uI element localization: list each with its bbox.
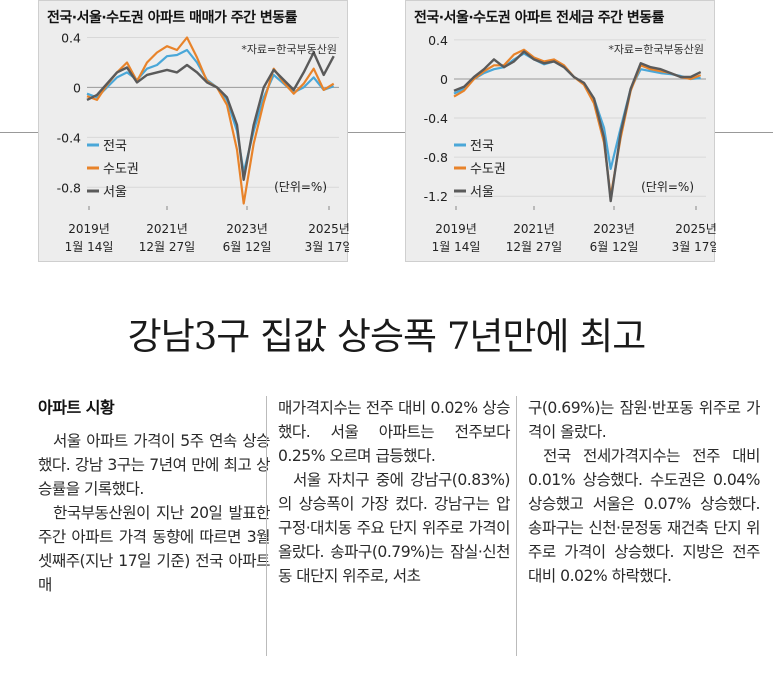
series-line-2 <box>453 50 702 203</box>
series-line-2 <box>86 51 335 182</box>
y-tick-label: -0.4 <box>424 111 448 126</box>
column-divider <box>266 396 267 656</box>
x-tick-date: 1월 14일 <box>432 240 481 254</box>
source-note: *자료=한국부동산원 <box>608 43 704 56</box>
legend-label: 수도권 <box>103 162 139 177</box>
unit-label: (단위=%) <box>274 180 327 194</box>
x-tick-year: 2021년 <box>513 222 555 236</box>
x-tick-date: 12월 27일 <box>506 240 562 254</box>
legend-label: 전국 <box>103 139 127 154</box>
chart-title: 전국·서울·수도권 아파트 전세금 주간 변동률 <box>414 10 664 26</box>
x-tick-date: 6월 12일 <box>223 240 272 254</box>
legend-label: 전국 <box>470 139 494 154</box>
legend-label: 서울 <box>470 185 494 200</box>
y-tick-label: 0 <box>440 72 448 87</box>
article-column-2: 매가격지수는 전주 대비 0.02% 상승했다. 서울 아파트는 전주보다 0.… <box>278 396 511 588</box>
x-tick-year: 2025년 <box>675 222 716 236</box>
y-tick-label: 0.4 <box>428 33 448 48</box>
article-column-3: 구(0.69%)는 잠원·반포동 위주로 가격이 올랐다. 전국 전세가격지수는 … <box>528 396 761 588</box>
paragraph: 한국부동산원이 지난 20일 발표한 주간 아파트 가격 동향에 따르면 3월 … <box>38 504 271 594</box>
x-tick-date: 6월 12일 <box>590 240 639 254</box>
x-tick-date: 3월 17일 <box>305 240 349 254</box>
x-tick-date: 1월 14일 <box>65 240 114 254</box>
article-frame <box>0 132 773 688</box>
paragraph: 매가격지수는 전주 대비 0.02% 상승했다. 서울 아파트는 전주보다 0.… <box>278 399 511 465</box>
sale-price-chart: 전국·서울·수도권 아파트 매매가 주간 변동률 0.4 0 -0.4 -0.8 201… <box>38 0 349 262</box>
x-tick-date: 3월 17일 <box>672 240 716 254</box>
jeonse-chart-plot: 0.4 0 -0.4 -0.8 -1.2 2019년 1월 14일 2021년 12월 27일 2… <box>424 33 716 254</box>
y-tick-label: -0.8 <box>424 150 448 165</box>
x-tick-year: 2025년 <box>308 222 349 236</box>
legend-label: 수도권 <box>470 162 506 177</box>
paragraph: 구(0.69%)는 잠원·반포동 위주로 가격이 올랐다. <box>528 399 761 441</box>
article-column-1: 아파트 시황 서울 아파트 가격이 5주 연속 상승했다. 강남 3구는 7년여… <box>38 396 271 597</box>
source-note: *자료=한국부동산원 <box>241 43 337 56</box>
jeonse-chart: 전국·서울·수도권 아파트 전세금 주간 변동률 0.4 0 -0.4 -0.8 -1.… <box>405 0 716 262</box>
x-tick-year: 2021년 <box>146 222 188 236</box>
x-tick-year: 2019년 <box>435 222 477 236</box>
x-tick-year: 2019년 <box>68 222 110 236</box>
x-tick-date: 12월 27일 <box>139 240 195 254</box>
chart-title: 전국·서울·수도권 아파트 매매가 주간 변동률 <box>47 10 297 26</box>
column-divider <box>516 396 517 656</box>
headline: 강남3구 집값 상승폭 7년만에 최고 <box>127 315 647 358</box>
y-tick-label: -0.4 <box>57 130 81 145</box>
paragraph: 전국 전세가격지수는 전주 대비 0.01% 상승했다. 수도권은 0.04% … <box>528 447 761 585</box>
legend-label: 서울 <box>103 185 127 200</box>
x-tick-year: 2023년 <box>593 222 635 236</box>
y-tick-label: -0.8 <box>57 180 81 195</box>
y-tick-label: 0 <box>73 80 81 95</box>
unit-label: (단위=%) <box>641 180 694 194</box>
sale-price-chart-plot: 0.4 0 -0.4 -0.8 2019년 1월 14일 2021년 12월 27일 2023년… <box>57 30 349 254</box>
y-tick-label: 0.4 <box>61 30 81 45</box>
paragraph: 서울 자치구 중에 강남구(0.83%)의 상승폭이 가장 컸다. 강남구는 압… <box>278 471 511 585</box>
y-tick-label: -1.2 <box>424 189 448 204</box>
x-tick-year: 2023년 <box>226 222 268 236</box>
kicker: 아파트 시황 <box>38 398 115 417</box>
paragraph: 서울 아파트 가격이 5주 연속 상승했다. 강남 3구는 7년여 만에 최고 … <box>38 432 271 498</box>
series-line-1 <box>86 36 335 205</box>
